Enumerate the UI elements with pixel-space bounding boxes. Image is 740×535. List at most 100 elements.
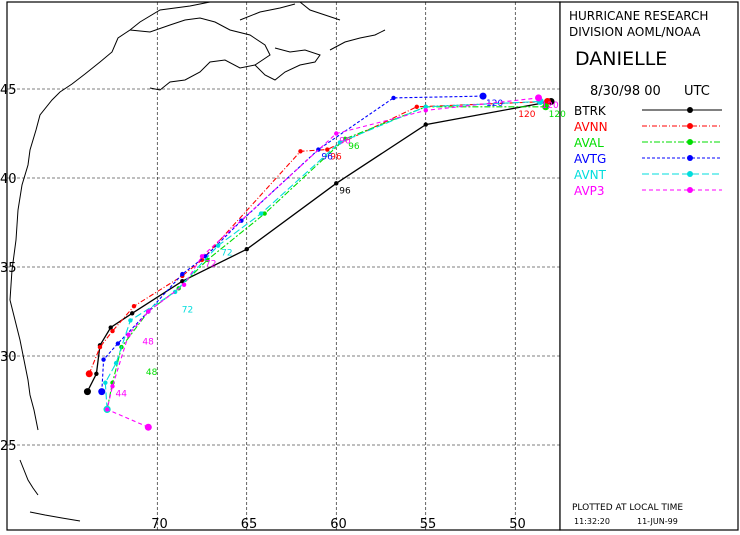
- track-point: [215, 243, 221, 248]
- track-point: [334, 181, 339, 186]
- forecast-hour-label: 72: [221, 249, 232, 259]
- plotted-label: PLOTTED AT LOCAL TIME: [572, 503, 683, 513]
- track-point: [258, 211, 264, 216]
- track-point: [115, 341, 121, 346]
- legend-marker: [687, 107, 693, 113]
- forecast-hour-label: 44: [116, 389, 128, 399]
- lon-tick-label: 50: [509, 517, 526, 532]
- track-point: [334, 131, 339, 136]
- coastline: [9, 1, 386, 522]
- forecast-hour-label: 48: [142, 338, 154, 348]
- track-avp3: 44 48 72 96 120: [104, 94, 559, 431]
- legend-marker: [687, 187, 693, 193]
- forecast-hour-label: 72: [182, 306, 193, 316]
- lat-tick-label: 30: [0, 350, 17, 365]
- legend-marker: [687, 155, 693, 161]
- forecast-hour-label: 96: [330, 153, 342, 163]
- lat-tick-label: 40: [0, 172, 17, 187]
- forecast-hour-label: 120: [518, 110, 535, 120]
- legend-label: BTRK: [574, 104, 607, 118]
- track-point: [423, 108, 428, 113]
- track-point: [542, 103, 550, 111]
- track-point: [97, 344, 103, 350]
- storm-name: DANIELLE: [575, 48, 667, 70]
- track-point: [110, 328, 115, 334]
- track-point: [180, 271, 185, 277]
- track-point: [543, 97, 551, 105]
- track-line: [104, 100, 541, 410]
- track-point: [343, 136, 348, 142]
- legend-label: AVTG: [574, 152, 606, 166]
- legend-marker: [687, 171, 693, 177]
- forecast-hour-label: 96: [321, 153, 333, 163]
- map-frame: [6, 1, 561, 531]
- legend: BTRK AVNN AVAL AVTG AVNT AVP3: [574, 104, 722, 198]
- track-point: [131, 303, 137, 309]
- track-point: [128, 318, 133, 323]
- track-point: [180, 279, 185, 284]
- track-line: [106, 97, 539, 428]
- legend-marker: [687, 123, 693, 129]
- track-point: [325, 147, 330, 152]
- track-point: [199, 257, 205, 263]
- track-point: [103, 380, 108, 385]
- track-point: [423, 122, 428, 127]
- forecast-hour-label: 120: [542, 101, 559, 111]
- track-line: [86, 100, 552, 392]
- track-point: [83, 388, 91, 396]
- track-line: [101, 95, 484, 392]
- track-point: [146, 309, 151, 314]
- legend-label: AVAL: [574, 136, 604, 150]
- plot-time: 11:32:20: [574, 517, 610, 526]
- org-line1: HURRICANE RESEARCH: [569, 9, 708, 23]
- track-point: [262, 211, 267, 216]
- track-point: [110, 384, 115, 389]
- track-point: [98, 388, 106, 396]
- lon-tick-label: 60: [330, 517, 347, 532]
- track-point: [535, 94, 543, 102]
- axis-tick-labels: 70 65 60 55 50 45 40 35 30 25: [0, 83, 526, 532]
- forecast-hour-label: 72: [205, 259, 216, 269]
- track-point: [414, 104, 419, 110]
- forecast-hour-label: 96: [348, 142, 360, 152]
- graticule: [7, 2, 560, 530]
- utc-label: UTC: [684, 84, 710, 99]
- track-point: [244, 247, 249, 252]
- lat-tick-label: 35: [0, 261, 17, 276]
- forecast-hour-label: 96: [339, 186, 351, 196]
- plot-date: 11-JUN-99: [637, 517, 678, 526]
- lon-tick-label: 70: [151, 517, 168, 532]
- track-point: [298, 149, 303, 154]
- legend-label: AVNN: [574, 120, 608, 134]
- legend-marker: [687, 139, 693, 145]
- track-point: [129, 311, 135, 316]
- track-point: [126, 332, 131, 337]
- track-point: [144, 423, 152, 431]
- legend-label: AVNT: [574, 168, 607, 182]
- legend-entry-btrk: BTRK: [574, 104, 722, 118]
- legend-entry-avnt: AVNT: [574, 168, 722, 182]
- lat-tick-label: 45: [0, 83, 17, 98]
- legend-entry-avp3: AVP3: [574, 184, 722, 198]
- track-point: [423, 104, 428, 110]
- track-point: [479, 92, 487, 100]
- forecast-hour-label: 96: [339, 137, 351, 147]
- legend-entry-avnn: AVNN: [574, 120, 722, 134]
- track-point: [94, 371, 99, 376]
- track-point: [337, 140, 343, 145]
- track-point: [199, 254, 205, 259]
- track-point: [391, 95, 396, 101]
- lon-tick-label: 55: [420, 517, 437, 532]
- track-point: [181, 282, 187, 287]
- track-point: [172, 289, 178, 295]
- legend-entry-avtg: AVTG: [574, 152, 722, 166]
- forecast-hour-label: 48: [146, 368, 158, 378]
- forecast-hour-label: 120: [549, 110, 566, 120]
- track-point: [101, 357, 106, 362]
- track-point: [113, 360, 119, 366]
- track-point: [85, 370, 93, 378]
- track-point: [104, 407, 110, 412]
- date-time: 8/30/98 00: [590, 84, 661, 99]
